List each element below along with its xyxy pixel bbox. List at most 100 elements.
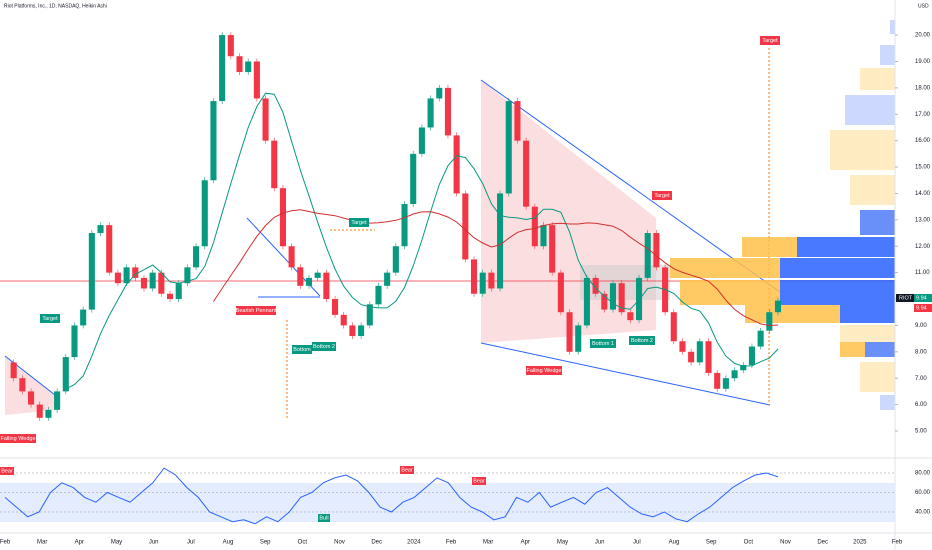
y-tick-label: 7.00 bbox=[915, 376, 927, 382]
label: Target bbox=[42, 316, 58, 322]
currency: USD bbox=[918, 3, 929, 9]
x-tick-label: Feb bbox=[446, 540, 457, 546]
moving-average bbox=[65, 92, 779, 390]
candle bbox=[97, 225, 104, 234]
chart-title: Riot Platforms, Inc., 1D, NASDAQ, Heikin… bbox=[4, 3, 107, 9]
candle bbox=[140, 277, 148, 289]
last-price: 9.94 bbox=[916, 295, 927, 301]
candle bbox=[627, 312, 634, 321]
candle bbox=[366, 304, 373, 326]
candle bbox=[36, 404, 43, 418]
candle bbox=[557, 272, 564, 313]
candle bbox=[705, 341, 712, 373]
rsi-tick-label: 80.00 bbox=[915, 471, 931, 477]
label: Target bbox=[654, 193, 670, 199]
label: Target bbox=[762, 38, 778, 44]
label: Bear bbox=[401, 467, 413, 473]
candle bbox=[410, 153, 417, 205]
candle bbox=[71, 325, 78, 358]
candle bbox=[549, 225, 556, 273]
label: Bull bbox=[319, 515, 328, 521]
candle bbox=[210, 101, 217, 181]
candle bbox=[19, 378, 26, 392]
label: Bottom 2 bbox=[631, 338, 653, 344]
candle bbox=[88, 233, 95, 310]
label: Bearish Pennant bbox=[236, 308, 277, 314]
moving-average bbox=[212, 209, 779, 327]
candle bbox=[158, 272, 165, 294]
candle bbox=[427, 98, 434, 128]
x-tick-label: Jul bbox=[633, 540, 641, 546]
candle bbox=[531, 206, 538, 247]
candle bbox=[219, 35, 226, 102]
x-tick-label: Feb bbox=[892, 540, 903, 546]
candle bbox=[609, 283, 617, 310]
symbol-tag bbox=[896, 294, 914, 302]
candle bbox=[566, 312, 573, 352]
x-tick-label: Feb bbox=[0, 540, 11, 546]
candle bbox=[401, 204, 408, 247]
candle bbox=[358, 325, 365, 336]
volume-profile bbox=[670, 20, 895, 410]
candle bbox=[28, 391, 35, 405]
candle bbox=[670, 312, 677, 342]
candle bbox=[453, 135, 460, 194]
x-tick-label: Aug bbox=[223, 540, 234, 546]
candle bbox=[166, 293, 174, 300]
candle bbox=[262, 98, 269, 141]
candle bbox=[774, 300, 782, 313]
rsi-line bbox=[4, 467, 779, 525]
price-tag bbox=[914, 294, 932, 302]
x-tick-label: Apr bbox=[521, 540, 530, 546]
price-tag bbox=[914, 304, 932, 312]
y-tick-label: 8.00 bbox=[915, 349, 927, 355]
label: Target bbox=[351, 220, 367, 226]
candle bbox=[714, 372, 721, 389]
x-tick-label: Mar bbox=[483, 540, 493, 546]
candle bbox=[583, 277, 590, 326]
last-price: 9.94 bbox=[916, 305, 927, 311]
wedge-bottom bbox=[480, 342, 771, 406]
candle bbox=[679, 341, 686, 352]
candle bbox=[227, 35, 234, 57]
label: Bear bbox=[473, 478, 485, 484]
candle bbox=[731, 370, 738, 379]
candle bbox=[436, 87, 443, 99]
candle bbox=[601, 293, 608, 310]
x-tick-label: Aug bbox=[669, 540, 680, 546]
candle bbox=[375, 285, 382, 305]
x-tick-label: Apr bbox=[75, 540, 84, 546]
candle bbox=[505, 101, 512, 194]
y-tick-label: 20.00 bbox=[915, 33, 931, 39]
candle bbox=[132, 267, 139, 278]
candle bbox=[279, 188, 286, 247]
x-tick-label: Jun bbox=[149, 540, 159, 546]
candle bbox=[297, 267, 304, 286]
candle bbox=[653, 233, 660, 268]
candle bbox=[349, 325, 356, 336]
y-tick-label: 14.00 bbox=[915, 191, 931, 197]
x-tick-label: May bbox=[557, 540, 568, 546]
x-tick-label: Sep bbox=[260, 540, 271, 546]
candle bbox=[54, 391, 61, 410]
y-tick-label: 9.00 bbox=[915, 323, 927, 329]
candle bbox=[740, 365, 747, 371]
candle bbox=[392, 246, 399, 273]
y-tick-label: 15.00 bbox=[915, 165, 931, 171]
y-tick-label: 13.00 bbox=[915, 217, 931, 223]
candle bbox=[314, 272, 321, 278]
candle bbox=[592, 277, 599, 294]
candle bbox=[236, 56, 243, 73]
candle bbox=[245, 61, 252, 73]
y-tick-label: 12.00 bbox=[915, 244, 931, 250]
rsi-tick-label: 60.00 bbox=[915, 490, 931, 496]
candle bbox=[271, 140, 278, 189]
symbol: RIOT bbox=[899, 295, 913, 301]
label: Falling Wedge bbox=[0, 436, 35, 442]
x-tick-label: May bbox=[111, 540, 122, 546]
candle bbox=[722, 378, 729, 389]
x-tick-label: Dec bbox=[371, 540, 382, 546]
label: Bottom bbox=[293, 347, 311, 353]
candle bbox=[123, 267, 130, 284]
candle bbox=[575, 325, 582, 352]
